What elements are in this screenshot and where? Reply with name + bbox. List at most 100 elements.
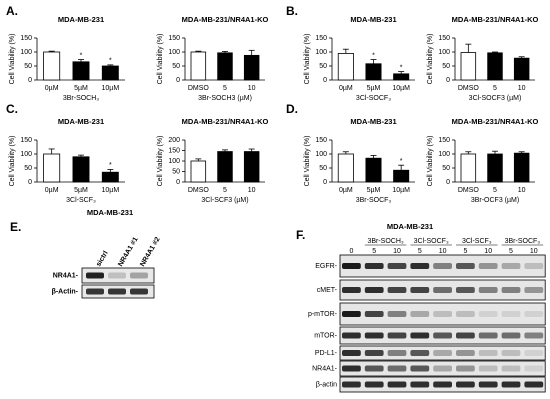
bar: [217, 52, 233, 81]
band: [130, 272, 148, 279]
band: [410, 332, 430, 339]
row-label: NR4A1-: [312, 365, 338, 372]
blot-frame: [339, 345, 546, 361]
significance-marker: *: [80, 52, 83, 59]
y-tick-label: 150: [168, 147, 180, 154]
bar: [101, 65, 119, 81]
group-label: 3Br-SOCF₃: [505, 238, 541, 245]
x-tick-label: 0µM: [339, 85, 353, 92]
lane-label: sictrl: [95, 250, 109, 268]
band: [478, 350, 498, 356]
x-tick-label: 0µM: [45, 85, 59, 92]
y-tick-label: 100: [438, 49, 450, 56]
bar: [487, 52, 503, 81]
band: [456, 350, 475, 356]
bar: [393, 73, 410, 81]
y-axis-label: Cell Viability (%): [9, 34, 16, 85]
y-tick-label: 100: [315, 151, 327, 158]
y-tick-label: 100: [168, 49, 180, 56]
band: [86, 272, 104, 279]
y-tick-label: 150: [20, 35, 32, 42]
row-label: EGFR-: [315, 263, 337, 270]
y-tick-label: 50: [442, 165, 450, 172]
band: [364, 381, 384, 388]
lane-label: 0: [349, 248, 353, 255]
bar: [190, 160, 207, 183]
panel-label: C.: [6, 102, 18, 116]
bar: [43, 51, 61, 81]
blot-frame: [339, 360, 546, 377]
significance-marker: *: [109, 162, 112, 169]
chart-title: MDA-MB-231/NR4A1-KO: [182, 117, 269, 126]
x-axis-label: 3Br-OCF3 (µM): [471, 197, 519, 204]
band: [364, 365, 384, 372]
lane-label: 5: [463, 248, 467, 255]
bar: [460, 52, 477, 81]
bar: [243, 54, 260, 81]
lane-label: 5: [372, 248, 376, 255]
y-tick-label: 0: [323, 179, 327, 186]
x-tick-label: 10µM: [392, 85, 410, 92]
y-tick-label: 0: [446, 77, 450, 84]
bar: [243, 151, 260, 183]
chart-title: MDA-MB-231: [58, 15, 104, 24]
x-tick-label: 5: [223, 85, 227, 92]
band: [387, 381, 407, 388]
band: [524, 365, 544, 372]
row-label: NR4A1-: [53, 272, 79, 279]
band: [410, 365, 430, 372]
x-tick-label: 5µM: [367, 187, 381, 194]
band: [342, 365, 361, 372]
bar: [365, 157, 382, 183]
band: [433, 263, 452, 269]
band: [342, 263, 361, 269]
band: [501, 332, 521, 339]
band: [501, 287, 521, 293]
x-axis-label: 3Cl-SCF₃: [66, 197, 96, 204]
x-tick-label: 5µM: [74, 85, 88, 92]
band: [478, 365, 498, 372]
y-axis-label: Cell Viability (%): [304, 34, 311, 85]
chart-title: MDA-MB-231: [350, 15, 396, 24]
band: [456, 287, 475, 293]
y-axis-label: Cell Viability (%): [427, 136, 434, 187]
band: [478, 287, 498, 293]
x-tick-label: DMSO: [188, 85, 210, 92]
y-tick-label: 0: [176, 179, 180, 186]
y-tick-label: 100: [20, 151, 32, 158]
band: [456, 365, 475, 372]
y-tick-label: 0: [28, 179, 32, 186]
band: [501, 381, 521, 388]
x-tick-label: 10µM: [102, 85, 120, 92]
band: [456, 311, 475, 317]
band: [433, 350, 452, 356]
chart-title: MDA-MB-231/NR4A1-KO: [182, 15, 269, 24]
panel-label: F.: [296, 228, 305, 242]
band: [501, 263, 521, 269]
y-tick-label: 100: [438, 151, 450, 158]
group-label: 3Br-SOCH₃: [367, 238, 403, 245]
row-label: β-actin: [316, 381, 337, 388]
band: [342, 332, 361, 339]
band: [364, 287, 384, 293]
x-axis-label: 3Br-SOCF₃: [356, 197, 392, 204]
significance-marker: *: [372, 52, 375, 59]
y-tick-label: 50: [172, 63, 180, 70]
band: [130, 288, 148, 295]
band: [410, 381, 430, 388]
x-axis-label: 3Cl-SOCF3 (µM): [469, 95, 522, 102]
band: [410, 350, 430, 356]
bar: [217, 151, 233, 183]
y-axis-label: Cell Viability (%): [157, 34, 164, 85]
band: [501, 365, 521, 372]
band: [524, 311, 544, 317]
band: [433, 332, 452, 339]
band: [364, 311, 384, 317]
y-tick-label: 150: [20, 137, 32, 144]
blot-title: MDA-MB-231: [87, 208, 133, 217]
band: [410, 263, 430, 269]
y-tick-label: 200: [168, 137, 180, 144]
group-label: 3Cl-SCF₃: [462, 238, 492, 245]
panel-label: E.: [10, 220, 21, 234]
